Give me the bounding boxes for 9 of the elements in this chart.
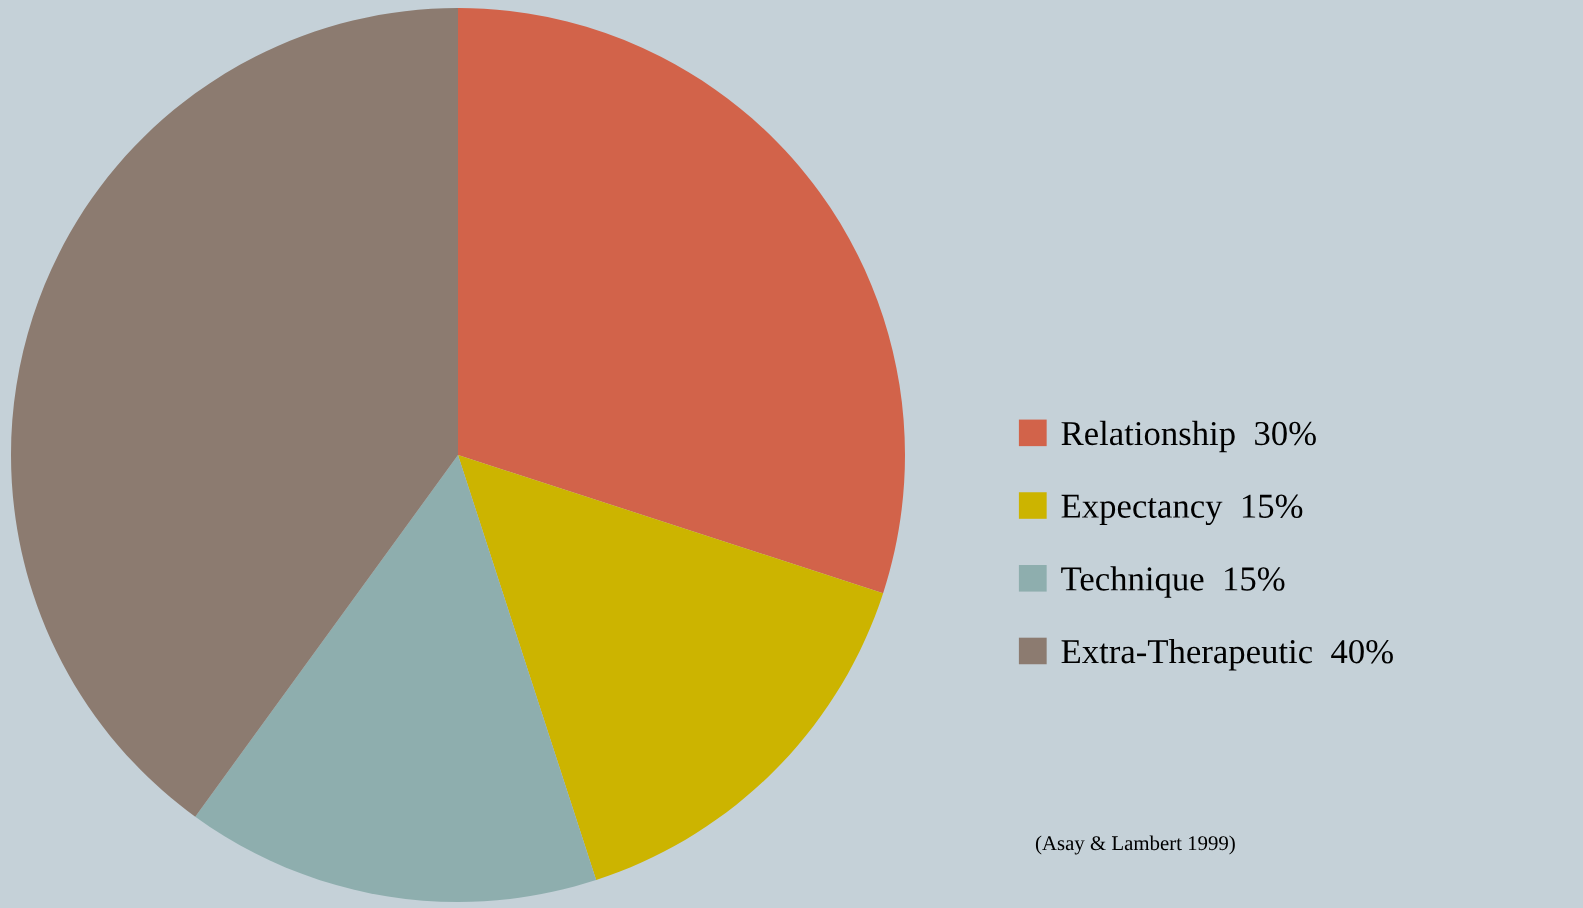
pie-slice: [11, 8, 458, 817]
legend-label: Expectancy 15%: [1061, 494, 1303, 526]
pie-slice: [458, 455, 884, 881]
legend-label: Extra-Therapeutic 40%: [1061, 638, 1393, 671]
pie-slice: [195, 455, 597, 902]
text: (Asay & Lambert 1999): [1035, 835, 1235, 855]
legend-label: Relationship 30%: [1061, 420, 1316, 453]
pie-slice: [458, 8, 905, 594]
legend-label: Technique 15%: [1061, 566, 1285, 598]
